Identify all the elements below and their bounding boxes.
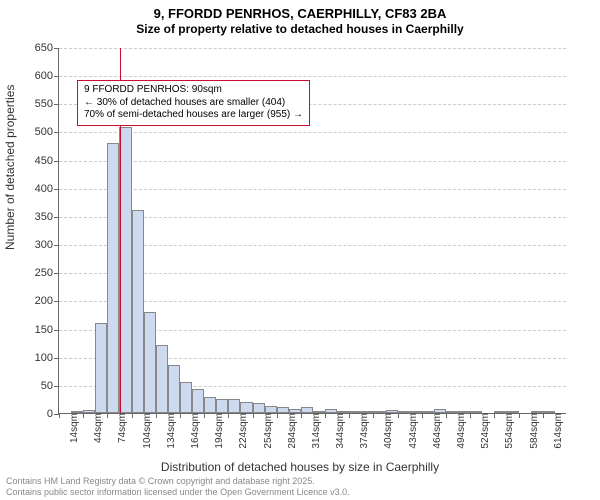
y-tick-label: 50	[41, 380, 59, 392]
x-tick-mark	[83, 413, 84, 418]
x-tick-mark	[156, 413, 157, 418]
x-tick-label: 44sqm	[87, 413, 104, 443]
title-line1: 9, FFORDD PENRHOS, CAERPHILLY, CF83 2BA	[0, 6, 600, 22]
x-tick-label: 494sqm	[450, 413, 467, 449]
histogram-bar	[107, 143, 119, 413]
y-tick-label: 550	[35, 98, 59, 110]
annotation-box: 9 FFORDD PENRHOS: 90sqm← 30% of detached…	[77, 80, 310, 126]
y-tick-label: 650	[35, 42, 59, 54]
x-tick-mark	[422, 413, 423, 418]
y-tick-label: 0	[47, 408, 59, 420]
histogram-bar	[144, 312, 156, 413]
chart-title: 9, FFORDD PENRHOS, CAERPHILLY, CF83 2BA …	[0, 0, 600, 37]
histogram-bar	[180, 382, 192, 413]
histogram-bar	[265, 406, 277, 413]
y-tick-label: 200	[35, 295, 59, 307]
grid-line	[59, 161, 566, 162]
x-tick-label: 404sqm	[377, 413, 394, 449]
y-tick-label: 100	[35, 352, 59, 364]
x-tick-label: 374sqm	[353, 413, 370, 449]
footer-line1: Contains HM Land Registry data © Crown c…	[6, 476, 350, 487]
x-tick-label: 194sqm	[208, 413, 225, 449]
histogram-bar	[132, 210, 144, 413]
x-tick-label: 284sqm	[281, 413, 298, 449]
y-tick-label: 500	[35, 126, 59, 138]
x-tick-mark	[398, 413, 399, 418]
footer-line2: Contains public sector information licen…	[6, 487, 350, 498]
histogram-bar	[168, 365, 180, 413]
x-tick-mark	[494, 413, 495, 418]
x-tick-label: 224sqm	[232, 413, 249, 449]
x-tick-mark	[132, 413, 133, 418]
y-tick-label: 450	[35, 155, 59, 167]
x-tick-mark	[253, 413, 254, 418]
grid-line	[59, 189, 566, 190]
x-tick-mark	[543, 413, 544, 418]
x-tick-mark	[107, 413, 108, 418]
plot-area: 0501001502002503003504004505005506006501…	[58, 48, 566, 414]
x-tick-mark	[325, 413, 326, 418]
x-tick-label: 164sqm	[184, 413, 201, 449]
x-tick-label: 134sqm	[160, 413, 177, 449]
x-tick-label: 104sqm	[136, 413, 153, 449]
histogram-bar	[240, 402, 252, 413]
x-tick-label: 524sqm	[474, 413, 491, 449]
y-tick-label: 350	[35, 211, 59, 223]
x-tick-mark	[470, 413, 471, 418]
histogram-bar	[192, 389, 204, 413]
footer-attribution: Contains HM Land Registry data © Crown c…	[6, 476, 350, 498]
x-tick-label: 464sqm	[426, 413, 443, 449]
x-tick-mark	[373, 413, 374, 418]
y-axis-label: Number of detached properties	[3, 85, 17, 250]
x-tick-label: 254sqm	[257, 413, 274, 449]
x-tick-label: 314sqm	[305, 413, 322, 449]
histogram-bar	[216, 399, 228, 413]
x-tick-label: 74sqm	[111, 413, 128, 443]
x-tick-mark	[277, 413, 278, 418]
grid-line	[59, 76, 566, 77]
grid-line	[59, 48, 566, 49]
title-line2: Size of property relative to detached ho…	[0, 22, 600, 37]
histogram-bar	[156, 345, 168, 413]
histogram-bar	[228, 399, 240, 413]
y-tick-label: 150	[35, 324, 59, 336]
grid-line	[59, 132, 566, 133]
histogram-bar	[253, 403, 265, 413]
y-tick-label: 600	[35, 70, 59, 82]
histogram-bar	[204, 397, 216, 413]
x-tick-mark	[301, 413, 302, 418]
x-tick-label: 14sqm	[63, 413, 80, 443]
y-tick-label: 300	[35, 239, 59, 251]
x-tick-mark	[446, 413, 447, 418]
x-tick-mark	[349, 413, 350, 418]
annotation-line: ← 30% of detached houses are smaller (40…	[84, 97, 303, 110]
x-tick-mark	[519, 413, 520, 418]
x-axis-label: Distribution of detached houses by size …	[0, 460, 600, 474]
annotation-line: 9 FFORDD PENRHOS: 90sqm	[84, 84, 303, 97]
x-tick-label: 584sqm	[523, 413, 540, 449]
x-tick-mark	[59, 413, 60, 418]
x-tick-mark	[180, 413, 181, 418]
y-tick-label: 400	[35, 183, 59, 195]
histogram-bar	[119, 127, 131, 413]
x-tick-label: 434sqm	[402, 413, 419, 449]
x-tick-label: 554sqm	[498, 413, 515, 449]
x-tick-mark	[228, 413, 229, 418]
annotation-line: 70% of semi-detached houses are larger (…	[84, 109, 303, 122]
y-tick-label: 250	[35, 267, 59, 279]
x-tick-mark	[204, 413, 205, 418]
x-tick-label: 344sqm	[329, 413, 346, 449]
x-tick-label: 614sqm	[547, 413, 564, 449]
histogram-bar	[95, 323, 107, 413]
